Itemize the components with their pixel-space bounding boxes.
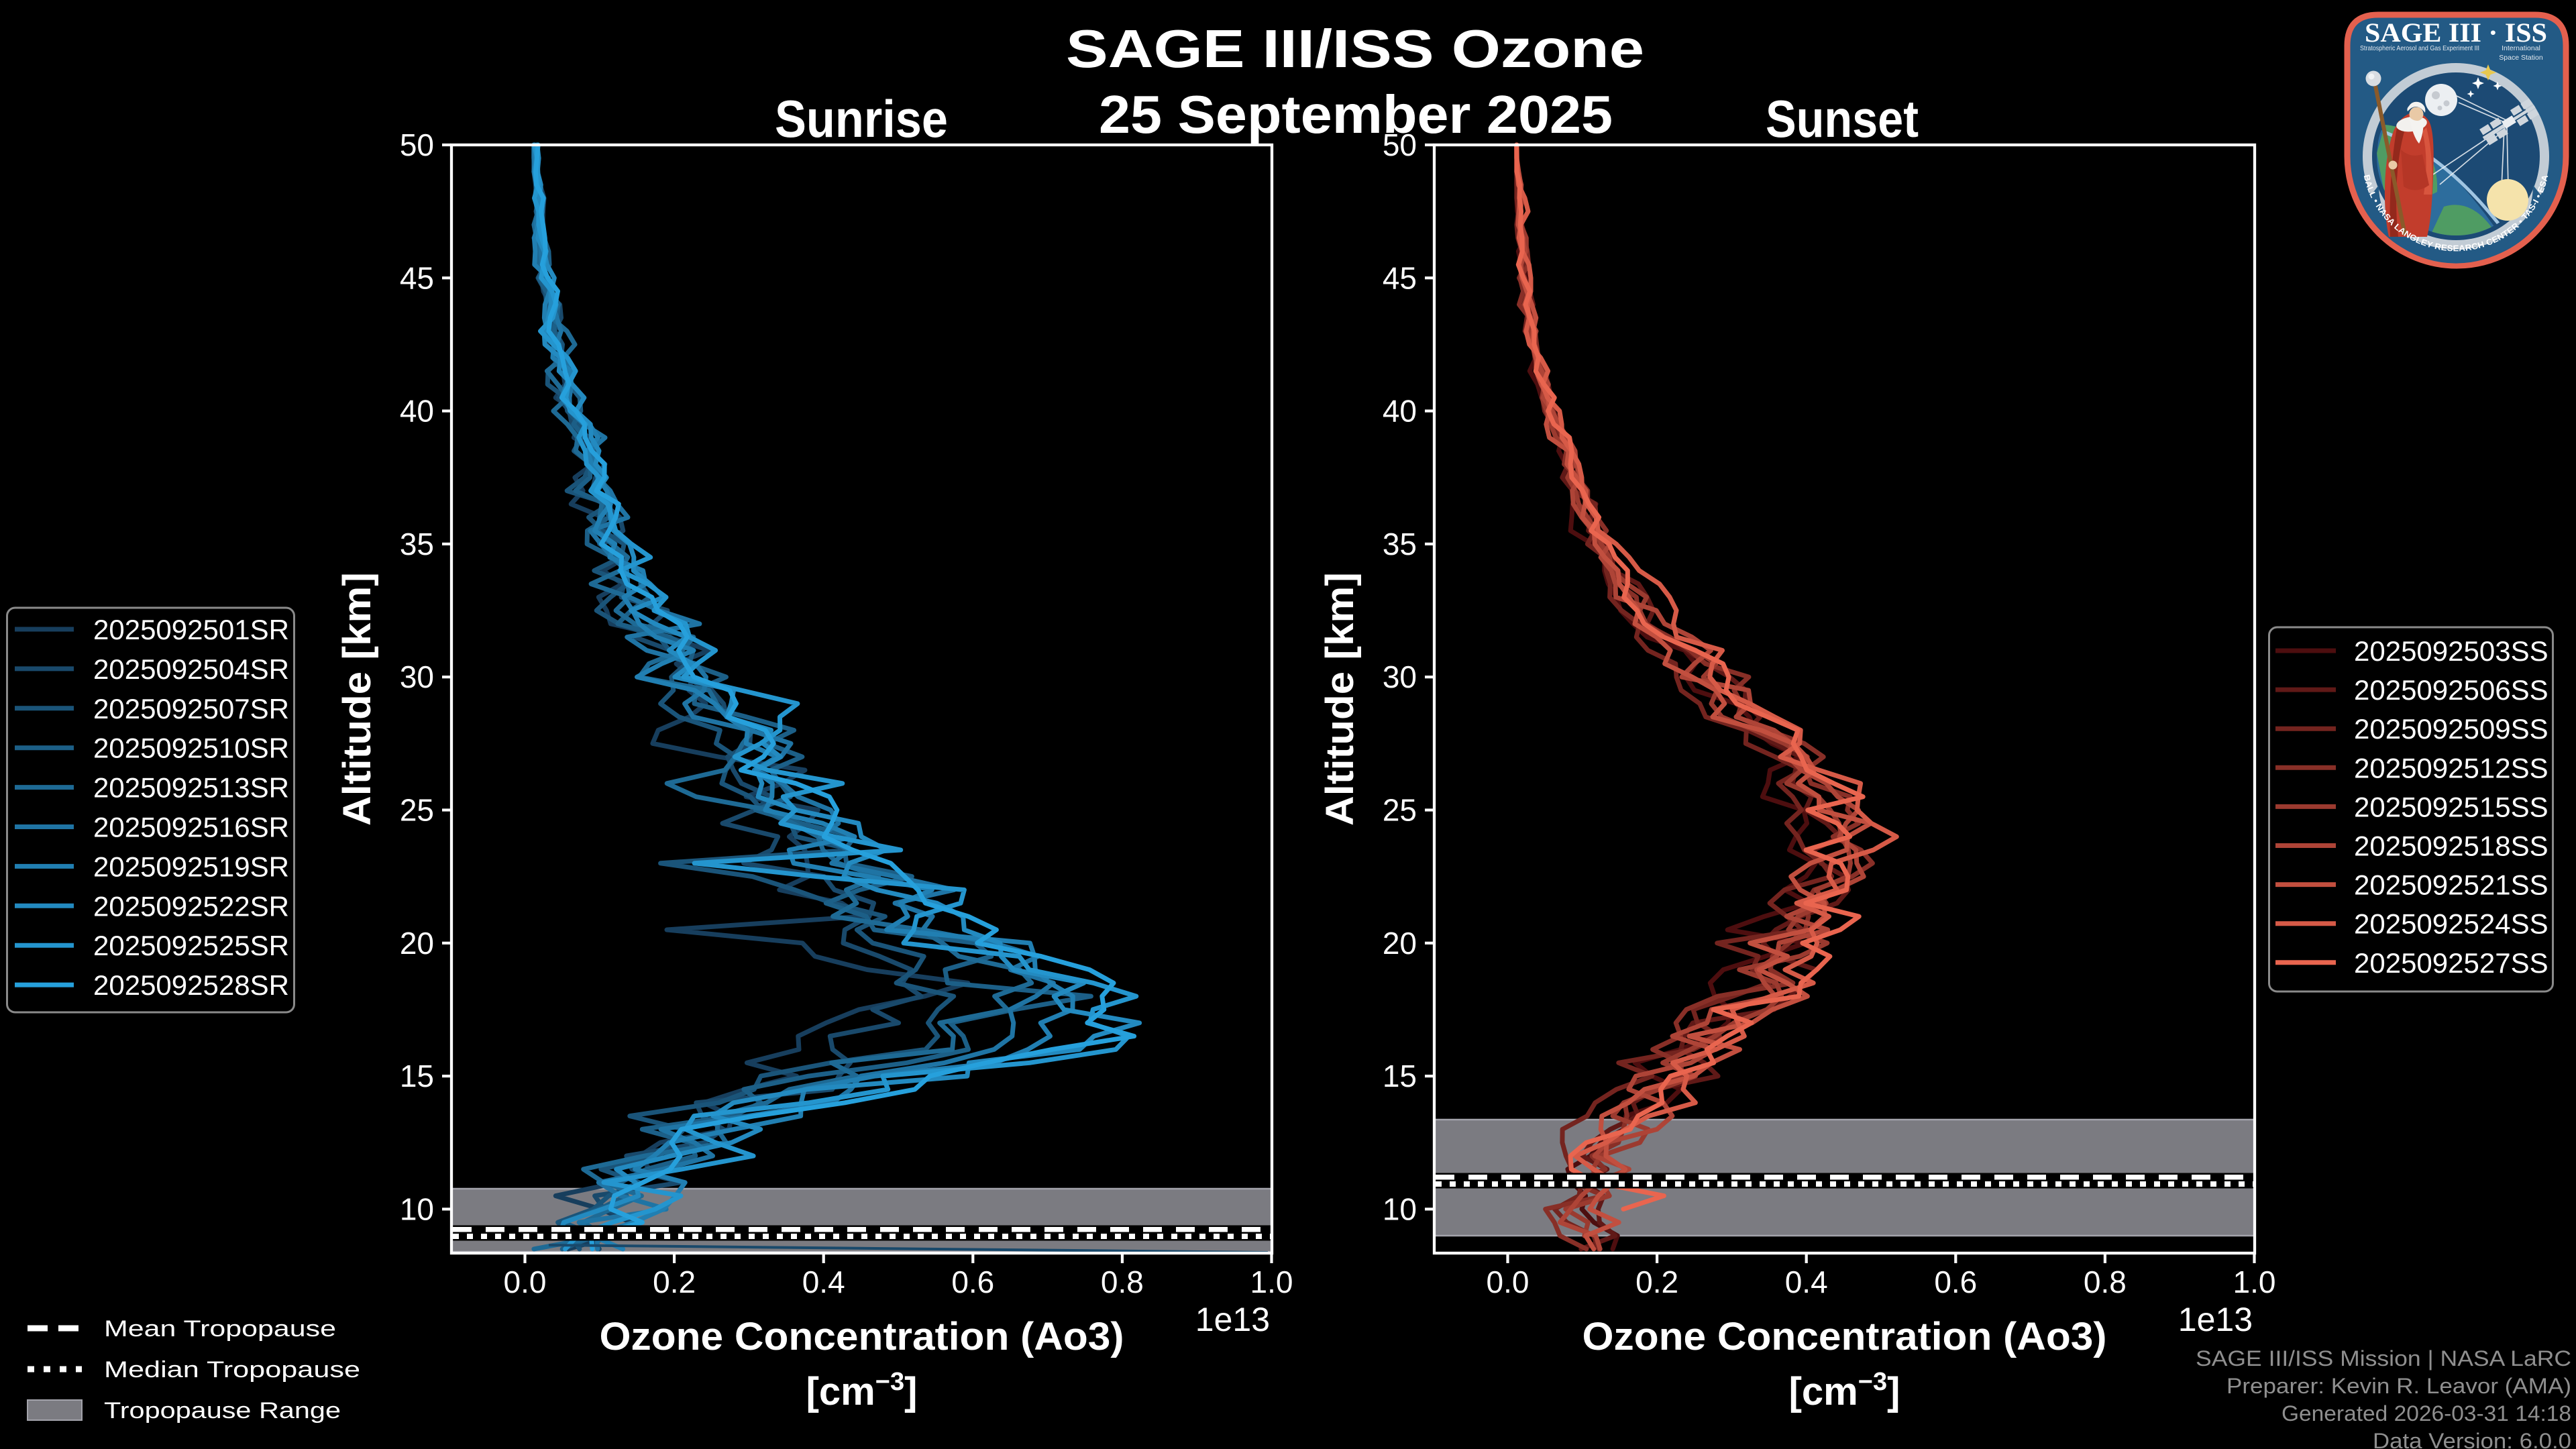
svg-text:Altitude [km]: Altitude [km]: [335, 572, 379, 826]
svg-text:2025092504SR: 2025092504SR: [93, 653, 289, 685]
svg-text:2025092501SR: 2025092501SR: [93, 614, 289, 645]
svg-text:Altitude [km]: Altitude [km]: [1318, 572, 1362, 826]
svg-text:0.0: 0.0: [1487, 1265, 1529, 1299]
svg-text:0.2: 0.2: [1635, 1265, 1678, 1299]
svg-text:0.6: 0.6: [951, 1265, 994, 1299]
svg-text:Stratospheric Aerosol and Gas: Stratospheric Aerosol and Gas Experiment…: [2360, 44, 2479, 52]
svg-text:40: 40: [400, 394, 434, 429]
svg-text:Sunset: Sunset: [1766, 89, 1919, 148]
svg-text:50: 50: [400, 127, 434, 162]
svg-text:2025092506SS: 2025092506SS: [2354, 674, 2548, 706]
svg-text:SAGE III/ISS Mission | NASA La: SAGE III/ISS Mission | NASA LaRC: [2196, 1346, 2571, 1371]
svg-text:0.8: 0.8: [2084, 1265, 2127, 1299]
svg-text:Ozone Concentration (Ao3): Ozone Concentration (Ao3): [600, 1315, 1124, 1358]
svg-text:2025092527SS: 2025092527SS: [2354, 947, 2548, 979]
svg-text:2025092521SS: 2025092521SS: [2354, 869, 2548, 901]
svg-text:SAGE III/ISS Ozone: SAGE III/ISS Ozone: [1066, 19, 1644, 78]
svg-text:1.0: 1.0: [2233, 1265, 2276, 1299]
svg-text:2025092513SR: 2025092513SR: [93, 772, 289, 804]
svg-text:0.6: 0.6: [1934, 1265, 1977, 1299]
svg-text:1e13: 1e13: [2178, 1301, 2253, 1338]
svg-text:0.2: 0.2: [653, 1265, 696, 1299]
svg-text:50: 50: [1383, 127, 1417, 162]
svg-text:2025092515SS: 2025092515SS: [2354, 791, 2548, 822]
svg-text:Ozone Concentration (Ao3): Ozone Concentration (Ao3): [1582, 1315, 2107, 1358]
svg-text:Mean Tropopause: Mean Tropopause: [104, 1316, 336, 1342]
svg-text:0.4: 0.4: [1785, 1265, 1828, 1299]
svg-text:2025092525SR: 2025092525SR: [93, 930, 289, 961]
svg-text:Sunrise: Sunrise: [775, 89, 948, 148]
svg-text:20: 20: [400, 926, 434, 961]
svg-text:25: 25: [1383, 793, 1417, 828]
svg-text:2025092510SR: 2025092510SR: [93, 733, 289, 764]
svg-text:1.0: 1.0: [1250, 1265, 1293, 1299]
svg-text:25: 25: [400, 793, 434, 828]
svg-text:2025092509SS: 2025092509SS: [2354, 713, 2548, 745]
svg-text:10: 10: [1383, 1191, 1417, 1226]
svg-text:Preparer: Kevin R. Leavor (AMA: Preparer: Kevin R. Leavor (AMA): [2226, 1374, 2571, 1398]
svg-text:2025092519SR: 2025092519SR: [93, 851, 289, 882]
svg-text:0.8: 0.8: [1101, 1265, 1144, 1299]
svg-text:2025092516SR: 2025092516SR: [93, 812, 289, 843]
svg-text:2025092512SS: 2025092512SS: [2354, 752, 2548, 784]
svg-text:2025092528SR: 2025092528SR: [93, 969, 289, 1001]
svg-text:0.0: 0.0: [504, 1265, 547, 1299]
svg-text:25 September 2025: 25 September 2025: [1099, 85, 1613, 144]
svg-text:35: 35: [400, 527, 434, 561]
svg-text:0.4: 0.4: [802, 1265, 845, 1299]
svg-text:35: 35: [1383, 527, 1417, 561]
svg-text:2025092507SR: 2025092507SR: [93, 693, 289, 724]
svg-text:Median Tropopause: Median Tropopause: [104, 1357, 360, 1383]
svg-text:15: 15: [400, 1059, 434, 1093]
svg-text:10: 10: [400, 1191, 434, 1226]
svg-text:Space Station: Space Station: [2499, 54, 2543, 62]
svg-text:40: 40: [1383, 394, 1417, 429]
svg-text:2025092524SS: 2025092524SS: [2354, 908, 2548, 940]
svg-text:45: 45: [1383, 260, 1417, 295]
svg-text:Data Version: 6.0.0: Data Version: 6.0.0: [2373, 1429, 2571, 1449]
svg-text:SAGE III · ISS: SAGE III · ISS: [2365, 17, 2547, 48]
svg-text:45: 45: [400, 260, 434, 295]
svg-text:Generated 2026-03-31 14:18: Generated 2026-03-31 14:18: [2282, 1401, 2571, 1426]
svg-text:15: 15: [1383, 1059, 1417, 1093]
svg-text:Tropopause Range: Tropopause Range: [104, 1398, 341, 1424]
svg-text:1e13: 1e13: [1195, 1301, 1270, 1338]
svg-text:2025092518SS: 2025092518SS: [2354, 830, 2548, 862]
svg-text:30: 30: [1383, 659, 1417, 694]
svg-text:20: 20: [1383, 926, 1417, 961]
svg-text:30: 30: [400, 659, 434, 694]
svg-text:2025092522SR: 2025092522SR: [93, 890, 289, 922]
svg-text:2025092503SS: 2025092503SS: [2354, 635, 2548, 667]
svg-text:International: International: [2502, 44, 2540, 52]
